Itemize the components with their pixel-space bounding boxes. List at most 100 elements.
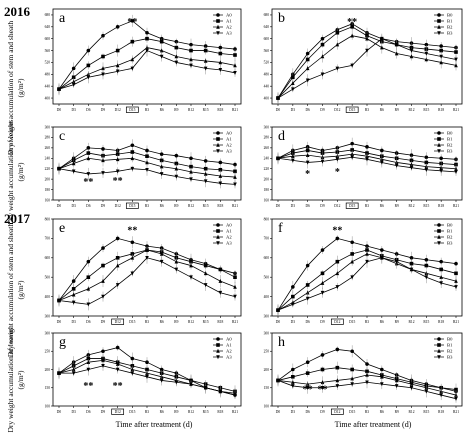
y-tick-label: 500	[45, 276, 51, 280]
data-point	[365, 380, 369, 385]
ylabel-stem-top: Dry weight accumulation of stem and shea…	[6, 21, 25, 155]
x-tick-label: D6	[86, 204, 91, 208]
data-point	[57, 166, 61, 171]
x-tick-label: R6	[380, 204, 384, 208]
data-point	[454, 261, 458, 266]
ylabel-leaves-unit-2017: (g/m²)	[16, 370, 25, 389]
data-point	[233, 63, 237, 68]
data-point	[233, 275, 237, 279]
significance-mark: **	[83, 177, 93, 188]
y-tick-label: 680	[45, 13, 51, 17]
legend-entry: B1	[447, 137, 453, 142]
legend-entry: B2	[447, 235, 453, 240]
legend-entry: B0	[447, 337, 453, 342]
highlight-box	[111, 318, 125, 325]
y-tick-label: 260	[45, 146, 51, 150]
data-point	[305, 385, 310, 390]
data-point	[454, 271, 458, 276]
legend-marker	[216, 19, 220, 23]
data-point	[71, 75, 76, 80]
data-point	[291, 384, 295, 389]
data-point	[203, 166, 208, 171]
significance-mark: **	[332, 226, 342, 237]
data-point	[233, 162, 237, 167]
legend-marker	[216, 348, 220, 353]
data-point	[305, 263, 310, 268]
data-point	[320, 42, 325, 47]
data-point	[439, 48, 443, 53]
x-tick-label: D12	[115, 320, 121, 324]
data-point	[86, 75, 91, 80]
data-point	[115, 157, 120, 162]
significance-mark: **	[83, 381, 93, 392]
x-tick-label: R3	[365, 320, 369, 324]
panel-f: f 300 400 500 600 700 800 D0 D3 D6 D9 D12 D15 R3 R6 R9 R…	[264, 217, 463, 325]
data-point	[101, 54, 105, 59]
data-point	[189, 169, 193, 174]
y-tick-label: 500	[264, 276, 270, 280]
data-point	[86, 63, 91, 68]
data-point	[101, 171, 105, 176]
x-tick-label: R15	[203, 108, 209, 112]
data-point	[130, 19, 135, 23]
x-tick-label: R12	[409, 108, 415, 112]
data-point	[101, 246, 105, 250]
y-tick-label: 800	[45, 217, 51, 221]
x-tick-label: D6	[86, 108, 91, 112]
data-point	[320, 380, 325, 385]
data-point	[291, 375, 295, 379]
x-tick-label: R12	[409, 204, 415, 208]
year-label-2016: 2016	[4, 4, 31, 19]
data-point	[115, 169, 120, 174]
y-tick-label: 400	[45, 295, 51, 299]
y-tick-label: 600	[45, 256, 51, 260]
panel-d: d 160 180 200 220 240 260 280 300 D0 D3 D6 D9 D12 D15 R…	[264, 125, 463, 209]
x-tick-label: D15	[349, 410, 355, 414]
x-tick-label: D0	[276, 204, 281, 208]
y-tick-label: 280	[45, 136, 51, 140]
x-tick-label: R21	[453, 108, 459, 112]
series-A1	[57, 34, 237, 96]
data-point	[130, 255, 135, 260]
legend-marker	[216, 355, 220, 360]
data-point	[101, 358, 105, 363]
series-B1	[276, 21, 458, 105]
y-tick-label: 220	[45, 167, 51, 171]
data-point	[71, 279, 76, 283]
panel-a: a 400 440 480 520 560 600 640 680 D0 D3 D6 D9 D12 D15 R…	[45, 8, 242, 113]
data-point	[320, 385, 325, 390]
data-point	[454, 50, 458, 54]
data-point	[145, 367, 149, 372]
significance-mark: **	[127, 17, 137, 28]
data-point	[424, 389, 429, 394]
data-point	[305, 51, 310, 56]
series-A3	[57, 251, 237, 311]
data-point	[365, 259, 369, 264]
data-point	[350, 275, 354, 280]
data-point	[159, 48, 164, 53]
data-point	[409, 162, 414, 167]
data-point	[218, 45, 223, 50]
data-point	[335, 365, 340, 370]
x-tick-label: R3	[365, 410, 369, 414]
x-tick-label: R12	[188, 410, 194, 414]
legend-marker	[437, 137, 441, 141]
legend-entry: A2	[226, 143, 232, 148]
y-tick-label: 250	[45, 350, 51, 354]
legend-entry: A2	[226, 235, 232, 240]
data-point	[454, 63, 458, 68]
data-point	[439, 393, 443, 398]
data-point	[394, 163, 399, 168]
data-point	[130, 143, 135, 148]
data-point	[276, 308, 280, 313]
data-point	[291, 154, 295, 158]
data-point	[203, 44, 208, 48]
data-point	[409, 153, 414, 157]
data-point	[203, 66, 208, 71]
data-point	[57, 87, 61, 92]
panel-label: c	[59, 129, 65, 144]
data-point	[145, 256, 149, 260]
y-tick-label: 300	[264, 314, 270, 318]
data-point	[145, 154, 149, 158]
x-tick-label: R3	[145, 204, 149, 208]
